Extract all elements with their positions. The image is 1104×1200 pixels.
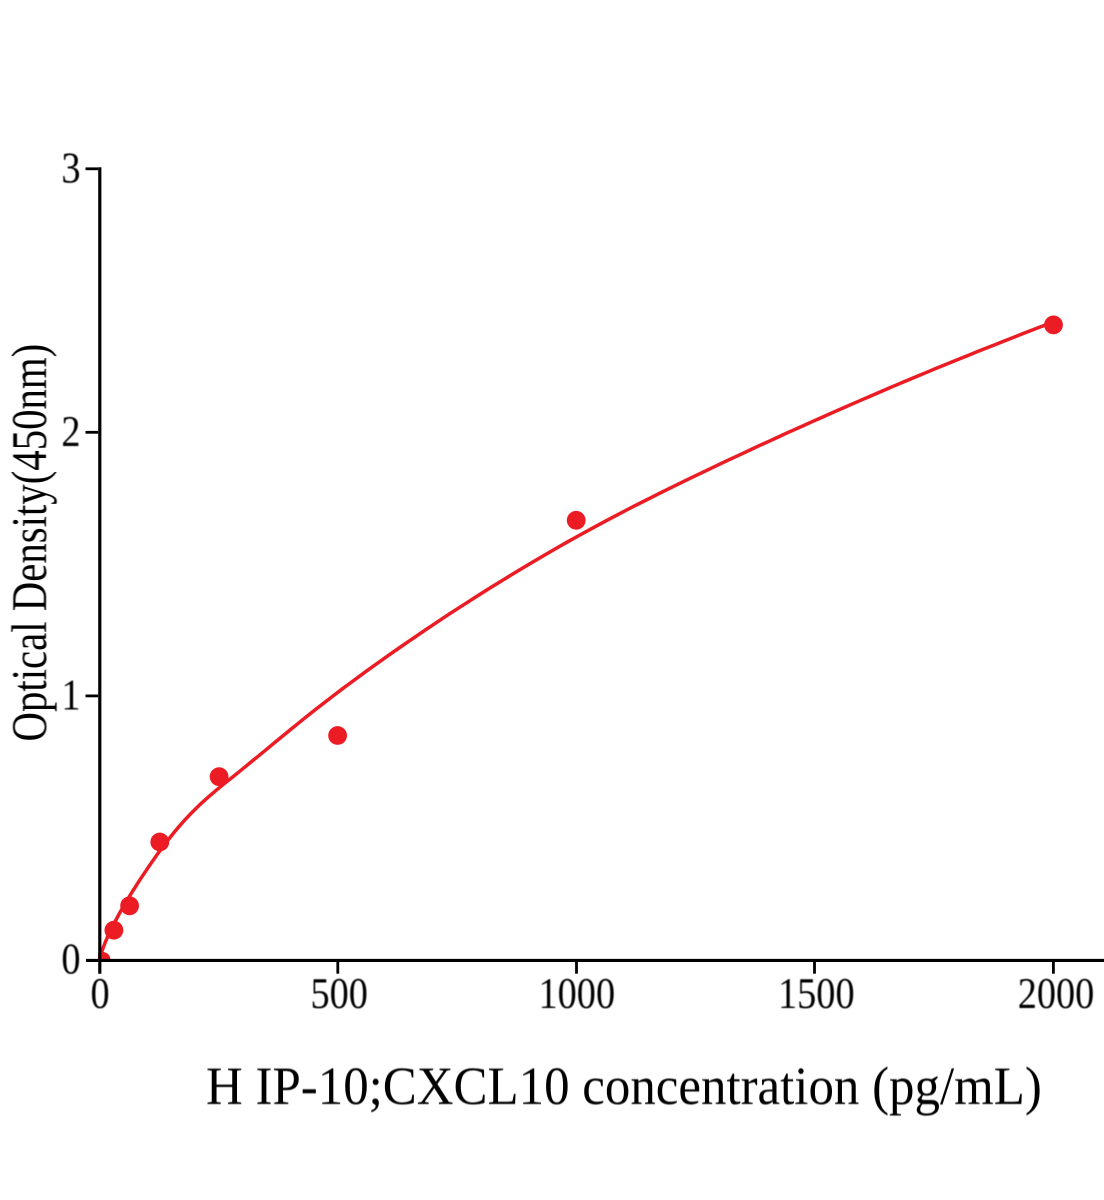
svg-text:H IP-10;CXCL10 concentration (: H IP-10;CXCL10 concentration (pg/mL) <box>206 1056 1042 1116</box>
svg-text:0: 0 <box>61 934 80 983</box>
svg-text:Optical Density(450nm): Optical Density(450nm) <box>1 344 57 742</box>
svg-text:2000: 2000 <box>1018 969 1095 1018</box>
svg-text:1: 1 <box>61 671 80 720</box>
svg-text:2: 2 <box>61 407 80 456</box>
svg-text:0: 0 <box>91 969 110 1018</box>
svg-text:1500: 1500 <box>778 969 855 1018</box>
svg-text:3: 3 <box>61 144 80 193</box>
svg-text:1000: 1000 <box>539 969 616 1018</box>
svg-text:500: 500 <box>310 969 367 1018</box>
